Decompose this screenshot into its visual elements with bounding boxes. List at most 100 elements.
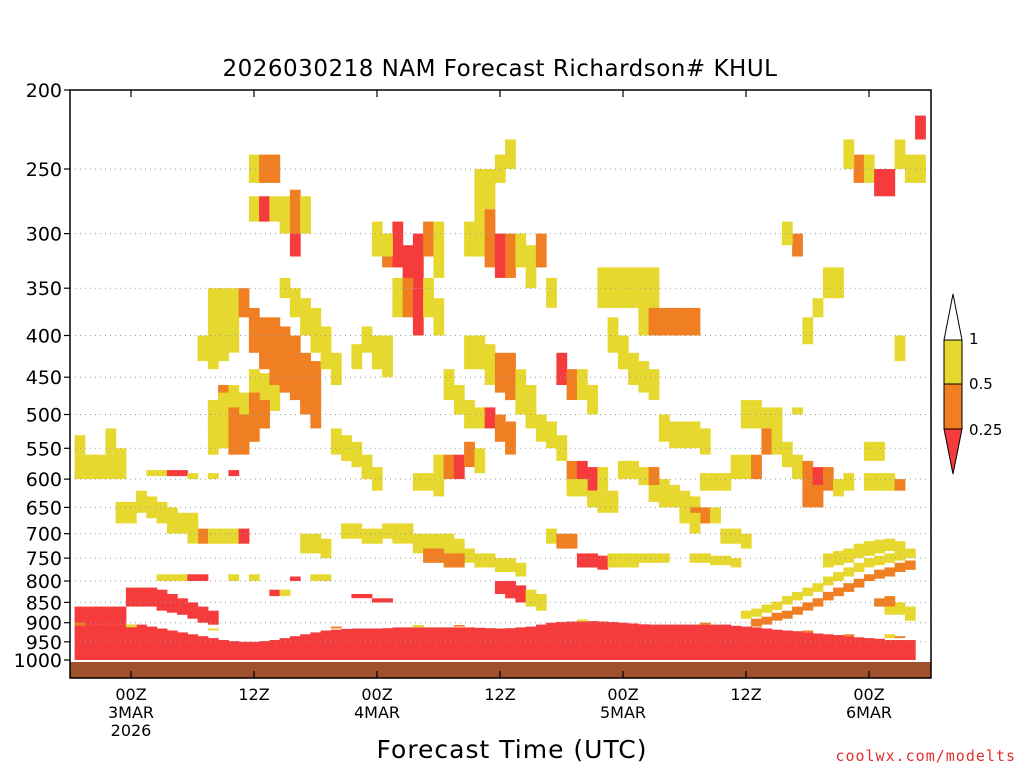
heatmap-cell bbox=[84, 454, 96, 480]
heatmap-cell bbox=[812, 484, 824, 508]
heatmap-cell bbox=[177, 574, 188, 581]
heatmap-cell bbox=[412, 473, 424, 491]
y-tick-label: 850 bbox=[26, 592, 62, 614]
heatmap-cell bbox=[843, 634, 855, 637]
heatmap-cell bbox=[484, 628, 496, 660]
heatmap-cell bbox=[494, 414, 506, 442]
heatmap-cell bbox=[228, 470, 240, 477]
heatmap-cell bbox=[781, 221, 793, 246]
heatmap-cell bbox=[525, 385, 537, 429]
heatmap-cells bbox=[74, 115, 926, 660]
y-tick-label: 700 bbox=[26, 524, 62, 546]
heatmap-cell bbox=[515, 585, 527, 603]
heatmap-cell bbox=[863, 638, 875, 660]
heatmap-cell bbox=[330, 629, 342, 660]
heatmap-cell bbox=[822, 591, 834, 601]
heatmap-cell bbox=[833, 551, 844, 566]
x-tick-label: 00Z bbox=[361, 685, 392, 704]
heatmap-cell bbox=[484, 553, 496, 568]
heatmap-cell bbox=[628, 267, 639, 308]
heatmap-cell bbox=[382, 335, 393, 378]
heatmap-cell bbox=[894, 602, 906, 615]
heatmap-cell bbox=[300, 196, 311, 234]
y-tick-label: 900 bbox=[26, 613, 62, 635]
heatmap-cell bbox=[84, 606, 96, 625]
heatmap-cell bbox=[710, 473, 721, 491]
heatmap-cell bbox=[669, 421, 680, 449]
heatmap-cell bbox=[423, 277, 434, 318]
heatmap-cell bbox=[710, 555, 721, 566]
heatmap-cell bbox=[874, 539, 885, 554]
heatmap-cell bbox=[730, 558, 742, 568]
heatmap-cell bbox=[607, 553, 619, 568]
heatmap-cell bbox=[392, 277, 404, 318]
heatmap-cell bbox=[505, 421, 516, 455]
heatmap-cell bbox=[443, 369, 455, 400]
heatmap-cell bbox=[597, 555, 609, 570]
heatmap-cell bbox=[556, 435, 568, 461]
heatmap-cell bbox=[464, 548, 475, 563]
heatmap-cell bbox=[556, 352, 568, 385]
heatmap-cell bbox=[187, 574, 199, 581]
heatmap-cell bbox=[300, 352, 311, 415]
heatmap-cell bbox=[433, 221, 445, 278]
heatmap-cell bbox=[136, 490, 147, 513]
heatmap-cell bbox=[587, 553, 598, 568]
y-tick-label: 300 bbox=[26, 224, 62, 246]
heatmap-cell bbox=[505, 233, 516, 278]
heatmap-cell bbox=[730, 528, 742, 544]
heatmap-cell bbox=[833, 479, 844, 497]
heatmap-cell bbox=[833, 587, 844, 597]
heatmap-cell bbox=[105, 606, 117, 625]
heatmap-cell bbox=[238, 392, 250, 422]
heatmap-cell bbox=[802, 460, 814, 485]
heatmap-cell bbox=[433, 298, 445, 336]
heatmap-cell bbox=[289, 636, 301, 660]
heatmap-cell bbox=[238, 528, 250, 544]
heatmap-cell bbox=[453, 627, 465, 660]
heatmap-cell bbox=[310, 632, 322, 660]
heatmap-cell bbox=[412, 288, 424, 336]
y-tick-label: 1000 bbox=[14, 650, 62, 672]
heatmap-cell bbox=[392, 627, 404, 660]
heatmap-cell bbox=[576, 553, 588, 568]
heatmap-cell bbox=[207, 400, 219, 455]
heatmap-cell bbox=[648, 473, 660, 502]
heatmap-cell bbox=[874, 598, 885, 607]
heatmap-cell bbox=[771, 629, 783, 660]
heatmap-cell bbox=[894, 640, 906, 660]
heatmap-cell bbox=[853, 543, 865, 559]
heatmap-cell bbox=[320, 326, 332, 370]
heatmap-cell bbox=[884, 473, 896, 491]
heatmap-cell bbox=[474, 169, 486, 210]
heatmap-cell bbox=[884, 553, 896, 563]
heatmap-cell bbox=[228, 385, 240, 415]
heatmap-cell bbox=[781, 610, 793, 619]
heatmap-cell bbox=[720, 473, 732, 491]
heatmap-cell bbox=[628, 623, 639, 660]
heatmap-cell bbox=[761, 616, 773, 625]
heatmap-cell bbox=[361, 594, 373, 599]
heatmap-cell bbox=[884, 634, 896, 639]
heatmap-cell bbox=[576, 369, 588, 400]
heatmap-cell bbox=[402, 627, 414, 660]
heatmap-cell bbox=[515, 233, 527, 268]
heatmap-cell bbox=[597, 621, 609, 660]
heatmap-cell bbox=[720, 555, 732, 566]
heatmap-cell bbox=[269, 589, 281, 597]
heatmap-cell bbox=[269, 196, 281, 222]
heatmap-cell bbox=[894, 139, 906, 169]
heatmap-cell bbox=[197, 606, 209, 623]
y-tick-label: 250 bbox=[26, 159, 62, 181]
heatmap-cell bbox=[361, 628, 373, 660]
heatmap-cell bbox=[566, 533, 578, 549]
heatmap-cell bbox=[351, 523, 363, 539]
heatmap-cell bbox=[433, 627, 445, 660]
x-tick-label: 5MAR bbox=[600, 703, 646, 722]
heatmap-cell bbox=[146, 496, 158, 519]
heatmap-cell bbox=[812, 298, 824, 318]
heatmap-cell bbox=[679, 490, 691, 513]
heatmap-cell bbox=[894, 335, 906, 362]
heatmap-cell bbox=[474, 209, 486, 257]
heatmap-cell bbox=[494, 233, 506, 278]
